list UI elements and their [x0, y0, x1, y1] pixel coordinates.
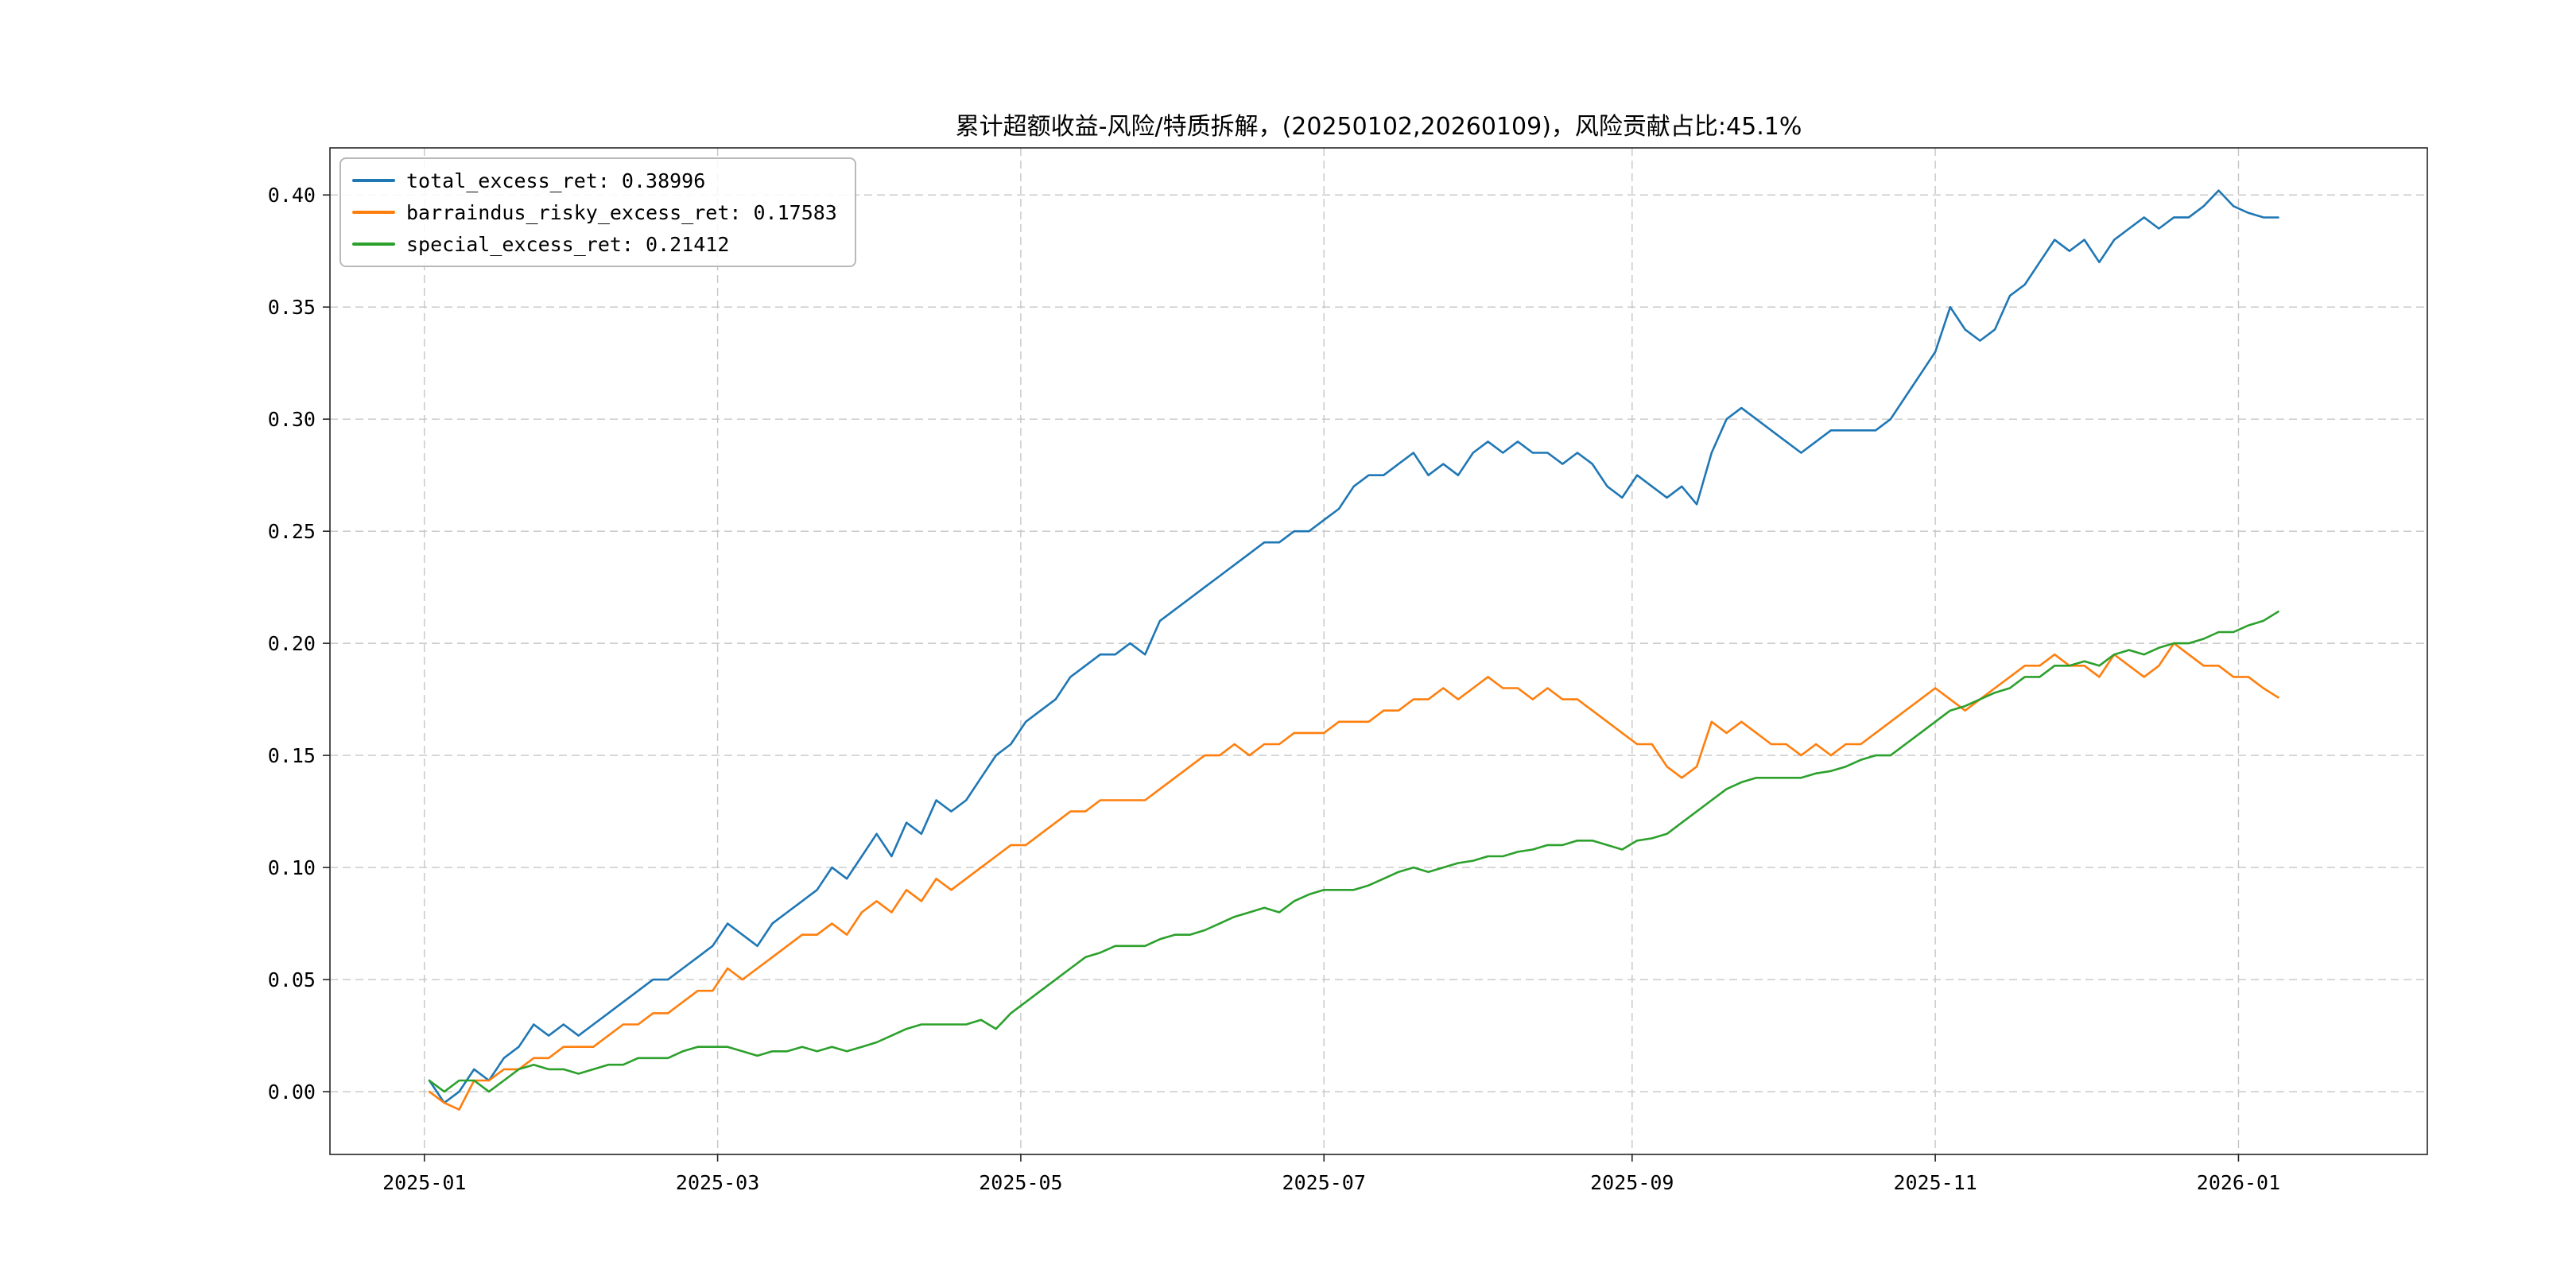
legend: total_excess_ret: 0.38996 barraindus_ris… [339, 157, 856, 267]
x-tick-label: 2025-11 [1893, 1171, 1977, 1194]
x-tick-label: 2025-09 [1590, 1171, 1674, 1194]
y-tick-label: 0.35 [268, 296, 316, 319]
legend-item-special-excess-ret: special_excess_ret: 0.21412 [352, 229, 837, 259]
series-line-barraindus_risky_excess_ret [428, 642, 2279, 1111]
y-tick-label: 0.00 [268, 1080, 316, 1104]
legend-line-icon [352, 242, 395, 246]
legend-item-total-excess-ret: total_excess_ret: 0.38996 [352, 165, 837, 196]
y-tick-label: 0.10 [268, 856, 316, 879]
legend-line-icon [352, 211, 395, 214]
series-line-special_excess_ret [428, 610, 2279, 1093]
legend-label: barraindus_risky_excess_ret: 0.17583 [406, 200, 837, 224]
legend-label: total_excess_ret: 0.38996 [406, 169, 706, 192]
y-tick-label: 0.40 [268, 184, 316, 207]
series-line-total_excess_ret [428, 189, 2279, 1104]
legend-label: special_excess_ret: 0.21412 [406, 232, 730, 256]
x-tick-label: 2025-01 [382, 1171, 466, 1194]
x-tick-label: 2026-01 [2197, 1171, 2280, 1194]
y-tick-label: 0.20 [268, 632, 316, 655]
x-tick-label: 2025-07 [1282, 1171, 1366, 1194]
y-tick-label: 0.25 [268, 520, 316, 543]
legend-line-icon [352, 179, 395, 182]
legend-item-barraindus-risky-excess-ret: barraindus_risky_excess_ret: 0.17583 [352, 197, 837, 227]
y-tick-label: 0.05 [268, 968, 316, 991]
y-tick-label: 0.15 [268, 744, 316, 767]
plot-frame [329, 147, 2428, 1155]
x-tick-label: 2025-05 [979, 1171, 1062, 1194]
chart-title: 累计超额收益-风险/特质拆解，(20250102,20260109)，风险贡献占… [955, 113, 1802, 141]
y-tick-label: 0.30 [268, 408, 316, 431]
x-tick-label: 2025-03 [676, 1171, 759, 1194]
